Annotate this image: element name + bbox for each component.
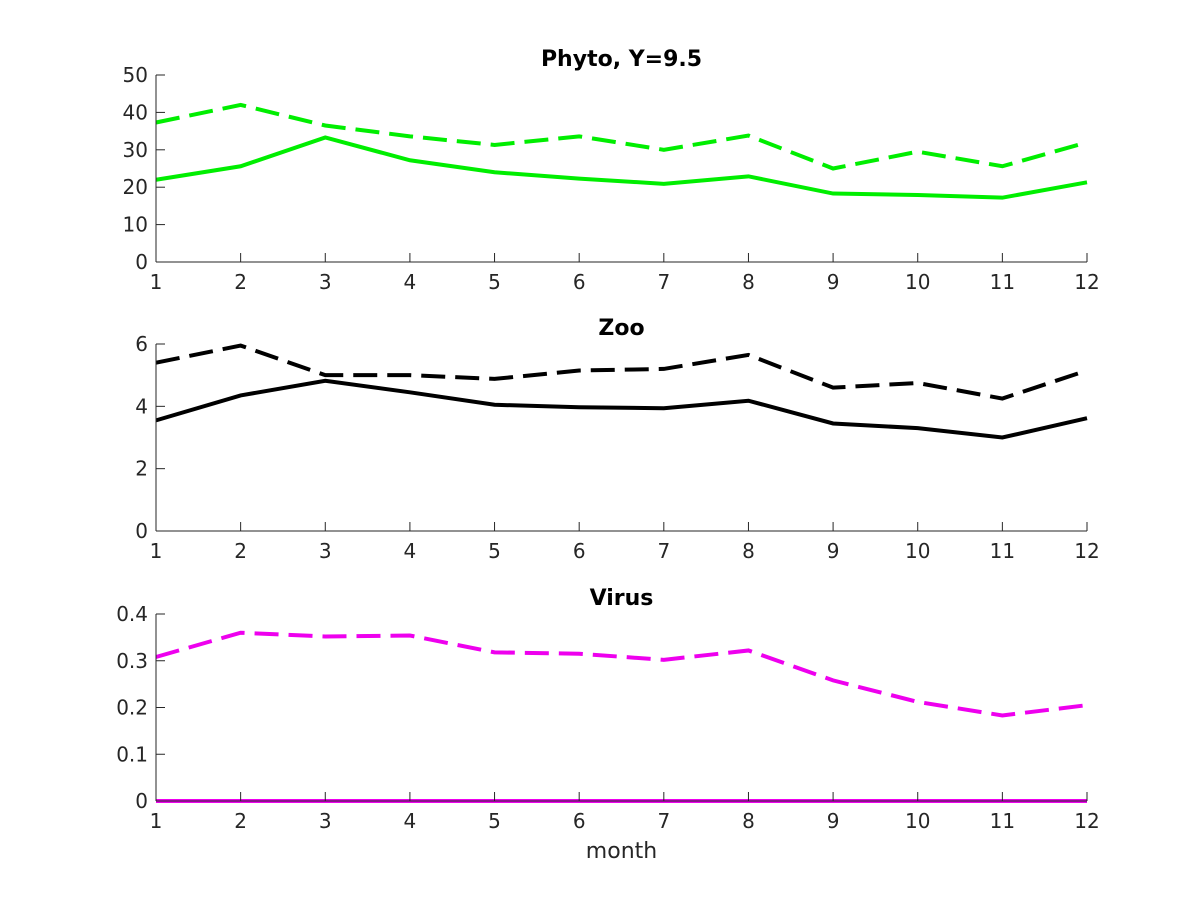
x-tick-label: 9 — [827, 539, 840, 563]
x-tick-label: 11 — [990, 809, 1015, 833]
y-tick-label: 50 — [123, 63, 148, 87]
x-tick-label: 5 — [488, 539, 501, 563]
x-tick-label: 4 — [404, 809, 417, 833]
x-tick-label: 10 — [905, 809, 930, 833]
x-tick-label: 6 — [573, 270, 586, 294]
y-tick-label: 30 — [123, 138, 148, 162]
x-tick-label: 9 — [827, 270, 840, 294]
y-tick-label: 0.3 — [116, 649, 148, 673]
x-tick-label: 5 — [488, 270, 501, 294]
x-tick-label: 10 — [905, 539, 930, 563]
y-tick-label: 10 — [123, 213, 148, 237]
x-tick-label: 7 — [657, 270, 670, 294]
x-tick-label: 6 — [573, 539, 586, 563]
x-tick-label: 10 — [905, 270, 930, 294]
x-tick-label: 4 — [404, 270, 417, 294]
x-tick-label: 3 — [319, 270, 332, 294]
chart-title: Zoo — [598, 316, 644, 341]
x-tick-label: 2 — [234, 539, 247, 563]
y-tick-label: 4 — [135, 394, 148, 418]
x-tick-label: 9 — [827, 809, 840, 833]
x-tick-label: 12 — [1074, 539, 1099, 563]
x-tick-label: 11 — [990, 270, 1015, 294]
x-tick-label: 8 — [742, 809, 755, 833]
series-dashed-line — [155, 630, 1088, 718]
series-dashed-line — [155, 343, 1088, 401]
x-tick-label: 7 — [657, 539, 670, 563]
x-axis-label: month — [586, 839, 657, 864]
x-tick-label: 12 — [1074, 809, 1099, 833]
x-tick-label: 8 — [742, 270, 755, 294]
y-tick-label: 0.1 — [116, 742, 148, 766]
y-tick-label: 0.2 — [116, 696, 148, 720]
x-tick-label: 12 — [1074, 270, 1099, 294]
x-tick-label: 3 — [319, 539, 332, 563]
x-tick-label: 8 — [742, 539, 755, 563]
y-tick-label: 0 — [135, 250, 148, 274]
series-solid-line — [155, 378, 1088, 440]
y-tick-label: 20 — [123, 175, 148, 199]
x-tick-label: 7 — [657, 809, 670, 833]
x-tick-label: 11 — [990, 539, 1015, 563]
x-tick-label: 1 — [150, 270, 163, 294]
x-tick-label: 4 — [404, 539, 417, 563]
x-tick-label: 2 — [234, 270, 247, 294]
y-tick-label: 0 — [135, 519, 148, 543]
y-tick-label: 2 — [135, 457, 148, 481]
x-tick-label: 1 — [150, 809, 163, 833]
x-tick-label: 3 — [319, 809, 332, 833]
x-tick-label: 6 — [573, 809, 586, 833]
chart-title: Virus — [590, 586, 654, 611]
y-tick-label: 40 — [123, 100, 148, 124]
y-tick-label: 0 — [135, 789, 148, 813]
y-tick-label: 6 — [135, 332, 148, 356]
x-tick-label: 5 — [488, 809, 501, 833]
y-tick-label: 0.4 — [116, 602, 148, 626]
x-tick-label: 2 — [234, 809, 247, 833]
x-tick-label: 1 — [150, 539, 163, 563]
chart-title: Phyto, Y=9.5 — [541, 47, 702, 72]
series-solid-line — [155, 135, 1088, 200]
series-dashed-line — [155, 102, 1088, 171]
